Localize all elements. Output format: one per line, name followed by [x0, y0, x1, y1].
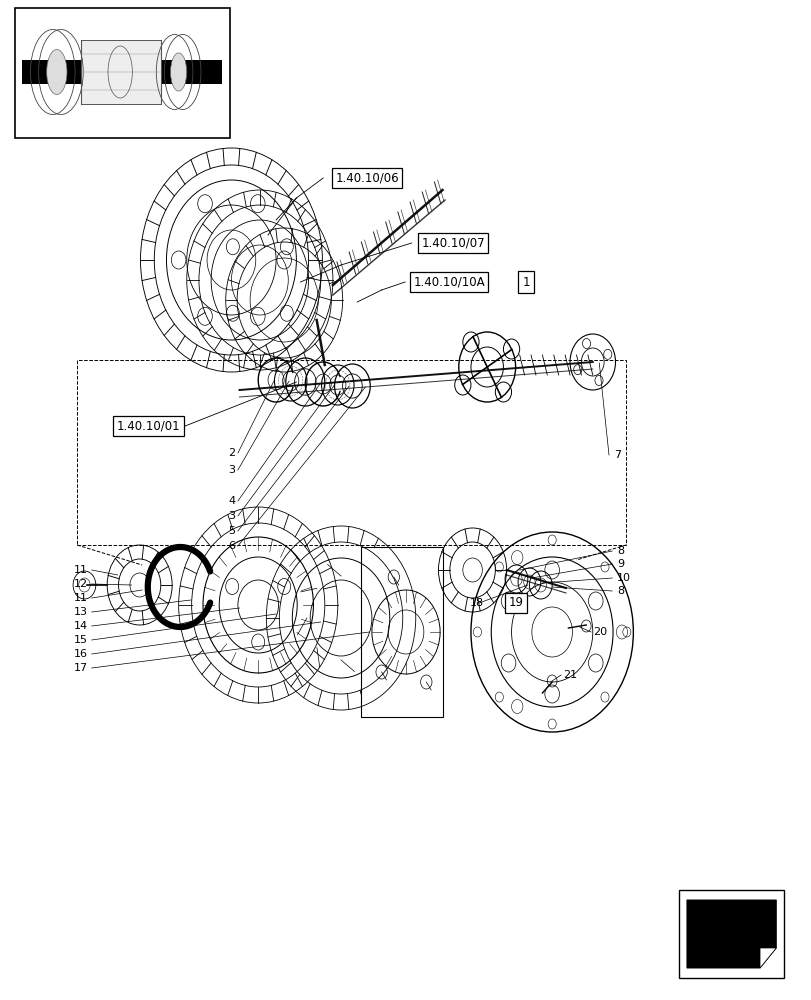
Text: 21: 21	[562, 670, 576, 680]
Text: 1: 1	[521, 275, 530, 288]
Bar	[678, 890, 783, 978]
Text: 13: 13	[74, 607, 88, 617]
Text: 3: 3	[228, 511, 235, 521]
Ellipse shape	[47, 49, 67, 95]
Text: 2: 2	[228, 448, 235, 458]
Text: 20: 20	[592, 627, 606, 637]
Polygon shape	[361, 547, 442, 717]
Text: 6: 6	[228, 541, 235, 551]
Ellipse shape	[170, 53, 187, 91]
Bar	[15, 8, 230, 138]
Bar	[81, 40, 161, 104]
Text: 4: 4	[228, 496, 235, 506]
Text: 17: 17	[74, 663, 88, 673]
Text: 7: 7	[613, 450, 620, 460]
Text: 18: 18	[470, 598, 483, 608]
Text: 5: 5	[228, 526, 235, 536]
Text: 19: 19	[508, 596, 523, 609]
Text: 8: 8	[616, 586, 624, 596]
Text: 16: 16	[74, 649, 88, 659]
Text: 1.40.10/01: 1.40.10/01	[117, 420, 180, 432]
Text: 1.40.10/07: 1.40.10/07	[421, 236, 484, 249]
Text: 12: 12	[74, 579, 88, 589]
Text: 1.40.10/10A: 1.40.10/10A	[413, 275, 484, 288]
Text: 8: 8	[616, 546, 624, 556]
Text: 3: 3	[228, 465, 235, 475]
Text: 15: 15	[74, 635, 88, 645]
Polygon shape	[759, 948, 775, 968]
Text: 11: 11	[74, 593, 88, 603]
Text: 1.40.10/06: 1.40.10/06	[335, 172, 398, 184]
Polygon shape	[686, 900, 775, 968]
Bar	[22, 60, 221, 84]
Text: 10: 10	[616, 573, 630, 583]
Bar	[77, 360, 625, 545]
Text: 11: 11	[74, 565, 88, 575]
Text: 14: 14	[74, 621, 88, 631]
Text: 9: 9	[616, 559, 624, 569]
